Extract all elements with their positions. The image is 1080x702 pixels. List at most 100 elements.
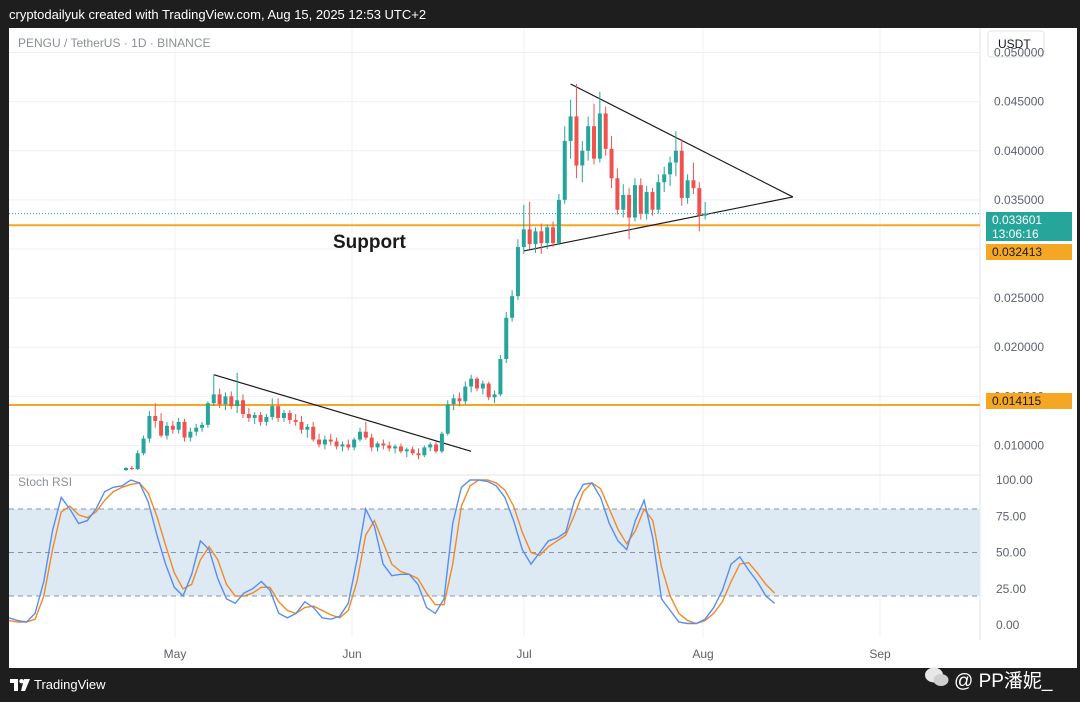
stoch-tick-label: 0.00 xyxy=(996,618,1020,632)
candle-body xyxy=(317,439,322,445)
support-badge-upper-bg xyxy=(986,244,1072,260)
time-axis-label: Sep xyxy=(869,647,891,661)
candle-body xyxy=(135,453,140,470)
tradingview-logo[interactable]: TradingView xyxy=(10,676,120,694)
wechat-icon xyxy=(925,667,949,686)
candle-body xyxy=(398,446,403,452)
candle-body xyxy=(334,441,339,447)
candle xyxy=(457,392,462,407)
candle-body xyxy=(375,443,380,448)
candle xyxy=(685,174,690,204)
candle-body xyxy=(445,404,450,434)
candle xyxy=(124,467,128,471)
candle xyxy=(129,466,134,470)
chart-svg[interactable]: PENGU / TetherUS · 1D · BINANCE Support … xyxy=(0,0,1080,668)
candle-body xyxy=(223,396,228,405)
price-tick-label: 0.020000 xyxy=(994,340,1044,354)
candle-body xyxy=(358,431,362,440)
candle xyxy=(703,201,708,220)
candles xyxy=(124,83,708,471)
candle xyxy=(147,411,152,443)
currency-box[interactable] xyxy=(987,30,1045,58)
candle-body xyxy=(276,406,281,418)
candle xyxy=(556,193,561,246)
candle-body xyxy=(434,444,439,452)
candle xyxy=(194,423,199,436)
candle-body xyxy=(545,227,550,244)
support-badge-lower-bg xyxy=(986,393,1072,409)
price-tick-label: 0.010000 xyxy=(994,438,1044,452)
stoch-tick-label: 25.00 xyxy=(996,582,1026,596)
stoch-tick-label: 100.00 xyxy=(996,473,1033,487)
candle-body xyxy=(328,439,333,442)
candle-body xyxy=(539,231,544,244)
support-level-badge-lower: 0.014115 xyxy=(986,393,1072,409)
candle xyxy=(422,445,427,458)
candle xyxy=(363,421,368,440)
candle xyxy=(486,381,491,401)
candle-body xyxy=(229,396,234,407)
candle-body xyxy=(662,174,667,183)
candle xyxy=(592,103,596,165)
candle xyxy=(568,99,573,159)
candle xyxy=(358,427,362,442)
candle-body xyxy=(369,437,374,448)
candle-body xyxy=(527,229,532,245)
candle-body xyxy=(264,416,269,422)
candle xyxy=(638,178,643,220)
price-tick-label: 0.050000 xyxy=(994,46,1044,60)
candle-body xyxy=(562,140,567,200)
candle xyxy=(533,227,538,253)
candle xyxy=(241,394,245,418)
candle xyxy=(621,184,626,218)
candle-body xyxy=(703,213,708,216)
candle xyxy=(615,168,620,215)
stoch-tick-label: 75.00 xyxy=(996,509,1026,523)
watermark-text: @ PP潘妮_ xyxy=(954,671,1053,692)
price-tick-label: 0.025000 xyxy=(994,291,1044,305)
candle xyxy=(211,374,216,407)
candle-body xyxy=(568,116,573,141)
candle-body xyxy=(510,296,515,318)
candle-body xyxy=(182,421,187,438)
candle xyxy=(264,414,269,426)
candle-body xyxy=(597,113,602,159)
candle-body xyxy=(632,185,637,218)
candle-body xyxy=(469,378,474,387)
candle xyxy=(434,441,439,454)
candle-body xyxy=(428,444,433,448)
candle xyxy=(322,435,327,450)
candle-body xyxy=(586,126,591,151)
candle-body xyxy=(194,427,199,432)
candle-body xyxy=(609,148,614,179)
stoch-rsi-series xyxy=(8,479,776,625)
candle-body xyxy=(241,400,245,415)
candle xyxy=(200,421,205,432)
support-annotation: Support xyxy=(333,232,406,253)
candle-body xyxy=(287,413,292,420)
candle xyxy=(311,421,316,442)
candle xyxy=(475,376,479,392)
candle xyxy=(387,441,392,452)
candle xyxy=(656,174,661,214)
candle xyxy=(504,311,509,363)
stoch-k-line xyxy=(8,479,776,625)
candle-body xyxy=(211,394,216,404)
candle xyxy=(229,391,234,410)
candle xyxy=(673,131,678,177)
price-axis-ticks: 0.050000 0.045000 0.040000 0.035000 0.025000… xyxy=(994,46,1044,453)
candle xyxy=(346,439,351,451)
candle-body xyxy=(551,227,556,244)
candle xyxy=(510,290,515,322)
candle-body xyxy=(387,445,392,449)
candle xyxy=(223,392,228,411)
tradingview-brand: TradingView xyxy=(34,677,106,692)
candle-body xyxy=(533,231,538,245)
candle xyxy=(469,374,474,393)
candle-body xyxy=(410,449,415,454)
time-axis-labels: May Jun Jul Aug Sep xyxy=(164,647,891,661)
candle-body xyxy=(393,446,398,449)
stoch-rsi-title: Stoch RSI xyxy=(18,475,72,489)
candle-body xyxy=(580,150,585,166)
candle xyxy=(632,178,637,222)
